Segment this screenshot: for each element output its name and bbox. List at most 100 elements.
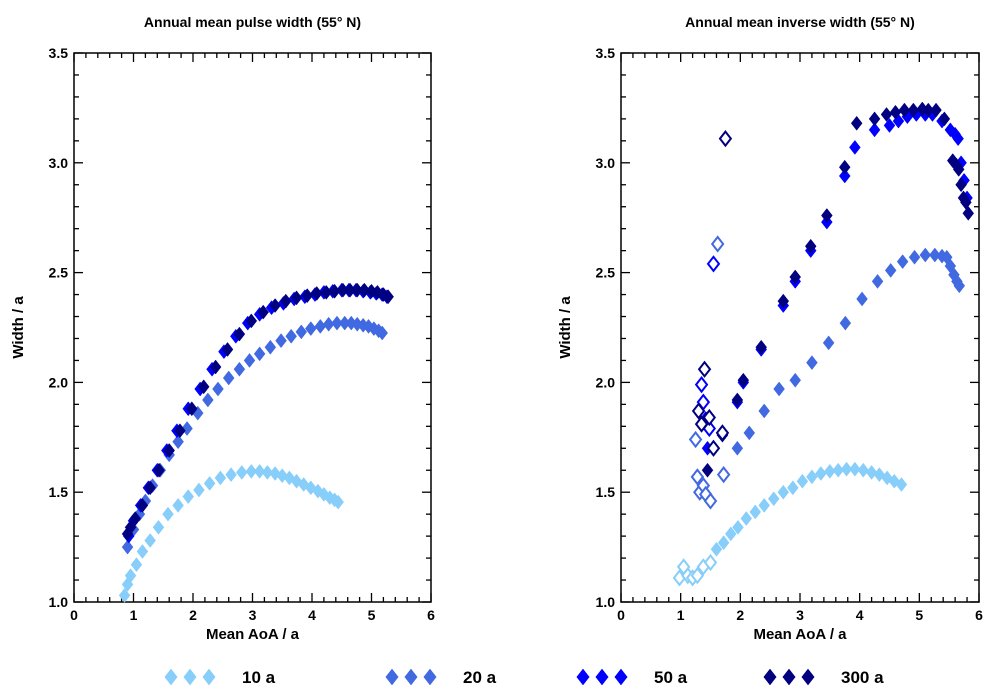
data-point — [285, 328, 297, 344]
data-point — [245, 313, 258, 329]
series-10-a — [710, 461, 908, 557]
data-point — [868, 122, 881, 138]
data-point — [789, 269, 802, 285]
y-tick-label: 1.0 — [596, 594, 616, 610]
data-point — [358, 282, 371, 298]
y-tick-label: 2.0 — [49, 374, 69, 390]
data-point — [850, 115, 863, 131]
data-point — [174, 423, 186, 439]
data-point — [118, 588, 131, 603]
legend-marker — [202, 668, 216, 686]
chart-panel-2: Annual mean inverse width (55° N) 0 1 2 3 4 5 6… — [557, 14, 983, 643]
data-point — [731, 392, 744, 408]
data-point — [944, 122, 957, 138]
data-point — [873, 467, 886, 483]
data-point — [725, 526, 737, 542]
legend-marker — [183, 668, 197, 686]
data-point — [865, 465, 878, 480]
data-point — [718, 130, 733, 148]
data-point — [838, 168, 851, 184]
data-point — [883, 118, 896, 133]
y-tick-label: 2.0 — [596, 374, 616, 390]
y-axis-label: Width / a — [557, 296, 574, 359]
data-point — [908, 249, 921, 265]
data-point — [276, 468, 289, 484]
data-point — [690, 468, 705, 486]
data-point — [691, 402, 706, 420]
data-point — [896, 254, 909, 270]
x-tick-label: 3 — [796, 607, 804, 623]
series-10-a-open- — [672, 553, 718, 587]
data-point — [706, 439, 721, 457]
x-tick-label: 0 — [617, 607, 625, 623]
y-tick-label: 3.0 — [596, 155, 616, 171]
legend: 10 a 20 a 50 a 300 a — [164, 668, 884, 687]
data-point — [777, 484, 790, 500]
series-20-a — [731, 247, 966, 456]
data-point — [706, 255, 721, 273]
data-point — [868, 111, 881, 127]
data-point — [815, 466, 827, 481]
y-tick-label: 1.5 — [49, 484, 69, 500]
data-point — [849, 140, 861, 155]
x-tick-label: 6 — [975, 607, 983, 623]
data-point — [203, 476, 216, 491]
legend-marker — [576, 668, 590, 686]
data-point — [702, 408, 717, 427]
data-point — [212, 381, 224, 397]
data-point — [737, 372, 750, 388]
data-point — [172, 497, 184, 513]
x-tick-label: 6 — [427, 607, 435, 623]
x-tick-label: 3 — [249, 607, 257, 623]
data-point — [962, 205, 975, 221]
series-20-a-open- — [688, 430, 731, 510]
data-point — [310, 286, 323, 301]
data-point — [703, 492, 718, 510]
x-tick-label: 5 — [368, 607, 376, 623]
data-point — [197, 379, 210, 395]
data-point — [124, 568, 137, 584]
legend-marker — [423, 668, 437, 686]
data-point — [172, 434, 184, 450]
legend-marker — [404, 668, 418, 686]
data-point — [136, 497, 149, 513]
data-point — [136, 544, 149, 559]
data-point — [922, 102, 935, 118]
legend-item-50-a: 50 a — [576, 668, 688, 687]
y-tick-label: 3.5 — [596, 45, 616, 61]
data-point — [839, 315, 852, 331]
data-point — [690, 567, 705, 585]
data-point — [787, 480, 799, 496]
x-tick-label: 4 — [856, 607, 864, 623]
data-point — [907, 102, 920, 118]
data-point — [233, 361, 246, 377]
y-tick-label: 1.5 — [596, 484, 616, 500]
data-point — [930, 102, 942, 118]
data-point — [694, 375, 709, 394]
data-point — [717, 535, 730, 551]
data-point — [236, 465, 248, 480]
x-axis-label: Mean AoA / a — [206, 626, 300, 643]
data-point — [290, 473, 303, 489]
data-point — [202, 392, 214, 408]
data-point — [871, 273, 884, 289]
data-point — [245, 463, 258, 479]
data-point — [740, 511, 753, 526]
x-tick-label: 0 — [70, 607, 78, 623]
data-point — [697, 360, 712, 378]
x-tick-label: 1 — [130, 607, 138, 623]
data-point — [952, 161, 965, 177]
data-point — [376, 325, 388, 341]
data-point — [209, 359, 222, 375]
data-point — [382, 289, 394, 305]
legend-item-20-a: 20 a — [385, 668, 497, 687]
data-point — [332, 494, 344, 510]
data-point — [758, 403, 770, 419]
data-point — [144, 480, 156, 496]
data-point — [919, 247, 932, 263]
data-point — [193, 482, 205, 498]
data-point — [305, 321, 317, 337]
data-point — [214, 470, 227, 486]
